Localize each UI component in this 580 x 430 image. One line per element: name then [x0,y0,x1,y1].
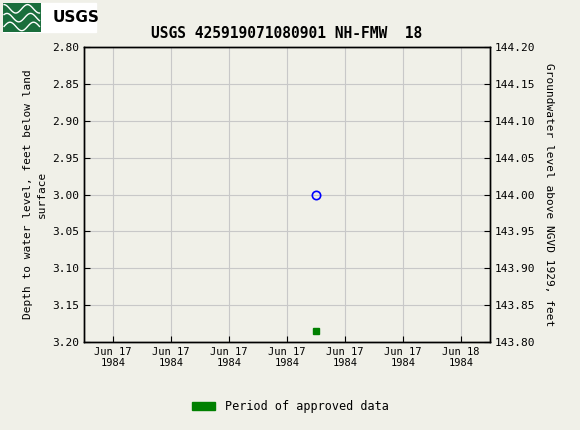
Title: USGS 425919071080901 NH-FMW  18: USGS 425919071080901 NH-FMW 18 [151,25,423,40]
Y-axis label: Depth to water level, feet below land
surface: Depth to water level, feet below land su… [23,70,46,319]
Legend: Period of approved data: Period of approved data [187,395,393,418]
Y-axis label: Groundwater level above NGVD 1929, feet: Groundwater level above NGVD 1929, feet [544,63,554,326]
FancyBboxPatch shape [3,3,41,32]
Text: USGS: USGS [52,10,99,25]
FancyBboxPatch shape [3,3,96,32]
